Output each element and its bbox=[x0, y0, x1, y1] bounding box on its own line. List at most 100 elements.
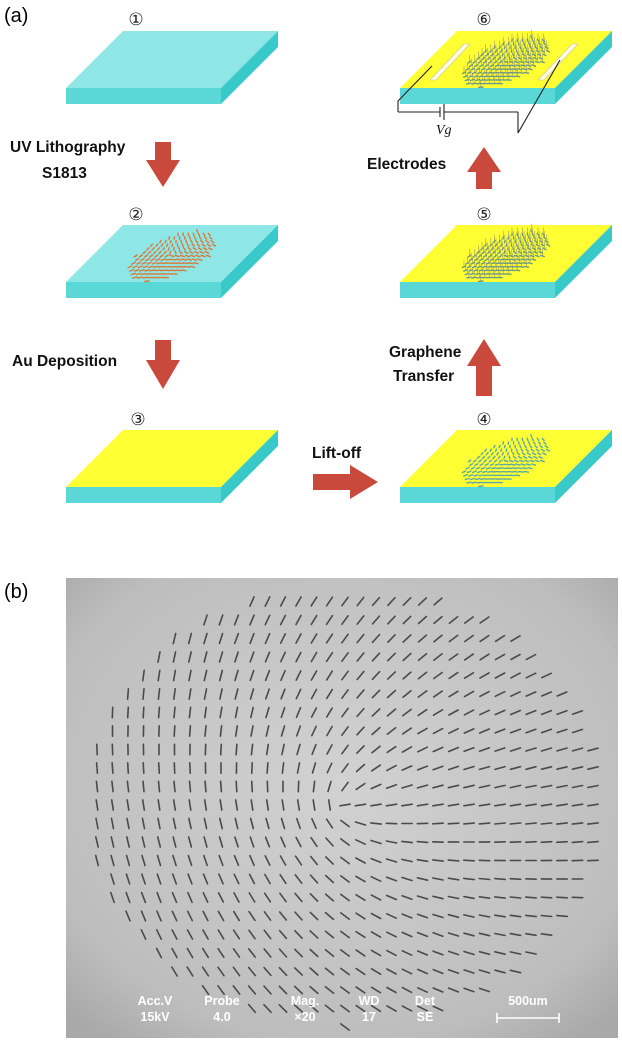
sem-antenna bbox=[249, 669, 255, 682]
sem-antenna bbox=[172, 651, 177, 663]
sem-antenna bbox=[140, 928, 147, 941]
sem-antenna bbox=[447, 932, 460, 937]
sem-antenna bbox=[586, 822, 600, 825]
sem-antenna bbox=[219, 799, 223, 811]
sem-antenna bbox=[401, 746, 413, 753]
sem-antenna bbox=[326, 744, 333, 755]
sem-antenna bbox=[447, 968, 460, 975]
sem-antenna bbox=[525, 765, 537, 771]
pattern-mark bbox=[481, 455, 486, 460]
pattern-mark bbox=[538, 456, 544, 459]
sem-antenna bbox=[447, 727, 460, 735]
sem-antenna bbox=[416, 968, 429, 975]
sem-antenna bbox=[524, 914, 538, 918]
sem-antenna bbox=[249, 854, 255, 867]
sem-antenna bbox=[371, 708, 381, 717]
sem-antenna bbox=[125, 891, 131, 904]
sem-antenna bbox=[310, 633, 318, 644]
panel-a-label: (a) bbox=[4, 5, 28, 27]
sem-antenna bbox=[571, 822, 584, 825]
sem-antenna bbox=[157, 817, 161, 830]
sem-antenna bbox=[157, 687, 161, 701]
sem-antenna bbox=[432, 746, 444, 753]
sem-antenna bbox=[204, 706, 207, 719]
pattern-mark bbox=[536, 437, 540, 442]
sem-antenna bbox=[401, 803, 413, 807]
sem-antenna bbox=[140, 910, 147, 922]
step-6-block: Vg ⑥ bbox=[397, 10, 612, 138]
sem-antenna bbox=[327, 780, 332, 793]
sem-antenna bbox=[263, 966, 272, 977]
pattern-mark bbox=[136, 261, 142, 265]
sem-antenna bbox=[555, 914, 569, 918]
pattern-mark bbox=[185, 239, 188, 244]
sem-antenna bbox=[402, 615, 412, 625]
sem-antenna bbox=[509, 728, 522, 734]
arrow-down-1 bbox=[146, 142, 180, 187]
sem-antenna bbox=[417, 671, 428, 680]
pattern-mark bbox=[149, 254, 154, 258]
sem-antenna bbox=[156, 910, 162, 922]
sem-antenna bbox=[433, 634, 443, 643]
sem-antenna bbox=[341, 762, 349, 774]
pattern-mark bbox=[480, 478, 486, 480]
sem-antenna bbox=[417, 727, 428, 735]
sem-antenna bbox=[264, 688, 271, 700]
sem-antenna bbox=[280, 669, 286, 682]
sem-antenna bbox=[279, 596, 287, 607]
sem-antenna bbox=[463, 969, 475, 974]
sem-antenna bbox=[95, 799, 99, 811]
pattern-mark bbox=[528, 456, 533, 459]
sem-antenna bbox=[387, 615, 396, 625]
sem-antenna bbox=[432, 727, 444, 735]
pattern-mark bbox=[463, 474, 469, 477]
pattern-mark bbox=[500, 243, 503, 248]
step-1-number: ① bbox=[128, 10, 143, 30]
sem-antenna bbox=[525, 803, 537, 807]
pattern-mark bbox=[501, 452, 504, 456]
sem-antenna bbox=[219, 780, 223, 793]
pattern-mark bbox=[145, 273, 152, 275]
sem-antenna bbox=[370, 986, 382, 994]
sem-antenna bbox=[493, 877, 507, 881]
pattern-mark bbox=[198, 236, 203, 240]
sem-antenna bbox=[341, 725, 349, 737]
pattern-mark bbox=[152, 265, 160, 268]
sem-antenna bbox=[587, 747, 599, 752]
pattern-mark bbox=[513, 459, 519, 463]
sem-antenna bbox=[370, 894, 382, 901]
sem-antenna bbox=[525, 951, 537, 955]
sem-antenna bbox=[478, 709, 491, 716]
sem-antenna bbox=[172, 854, 177, 867]
pattern-mark bbox=[160, 243, 164, 248]
sem-antenna bbox=[218, 873, 224, 885]
pattern-mark bbox=[184, 254, 191, 258]
sem-antenna bbox=[95, 836, 99, 848]
sem-scale-bar bbox=[496, 1013, 560, 1023]
sem-antenna bbox=[432, 877, 444, 881]
sem-antenna bbox=[463, 616, 475, 624]
sem-antenna bbox=[525, 932, 537, 937]
pattern-mark bbox=[136, 276, 144, 279]
sem-antenna bbox=[249, 595, 255, 608]
pattern-mark bbox=[140, 272, 147, 276]
sem-antenna bbox=[324, 874, 335, 884]
sem-antenna bbox=[324, 911, 335, 921]
sem-antenna bbox=[571, 728, 584, 734]
sem-antenna bbox=[370, 857, 382, 864]
sem-antenna bbox=[401, 986, 413, 994]
sem-antenna bbox=[326, 762, 333, 774]
sem-antenna bbox=[386, 949, 397, 957]
pattern-mark bbox=[482, 470, 488, 473]
pattern-mark bbox=[534, 459, 540, 463]
sem-antenna bbox=[509, 951, 522, 955]
sem-antenna bbox=[463, 728, 475, 734]
pattern-mark bbox=[197, 247, 203, 251]
sem-antenna bbox=[385, 858, 398, 863]
sem-antenna bbox=[263, 948, 272, 958]
pattern-mark bbox=[527, 441, 531, 445]
pattern-mark bbox=[177, 262, 184, 265]
sem-antenna bbox=[417, 708, 428, 717]
sem-antenna bbox=[312, 799, 316, 811]
pattern-mark bbox=[469, 463, 474, 467]
